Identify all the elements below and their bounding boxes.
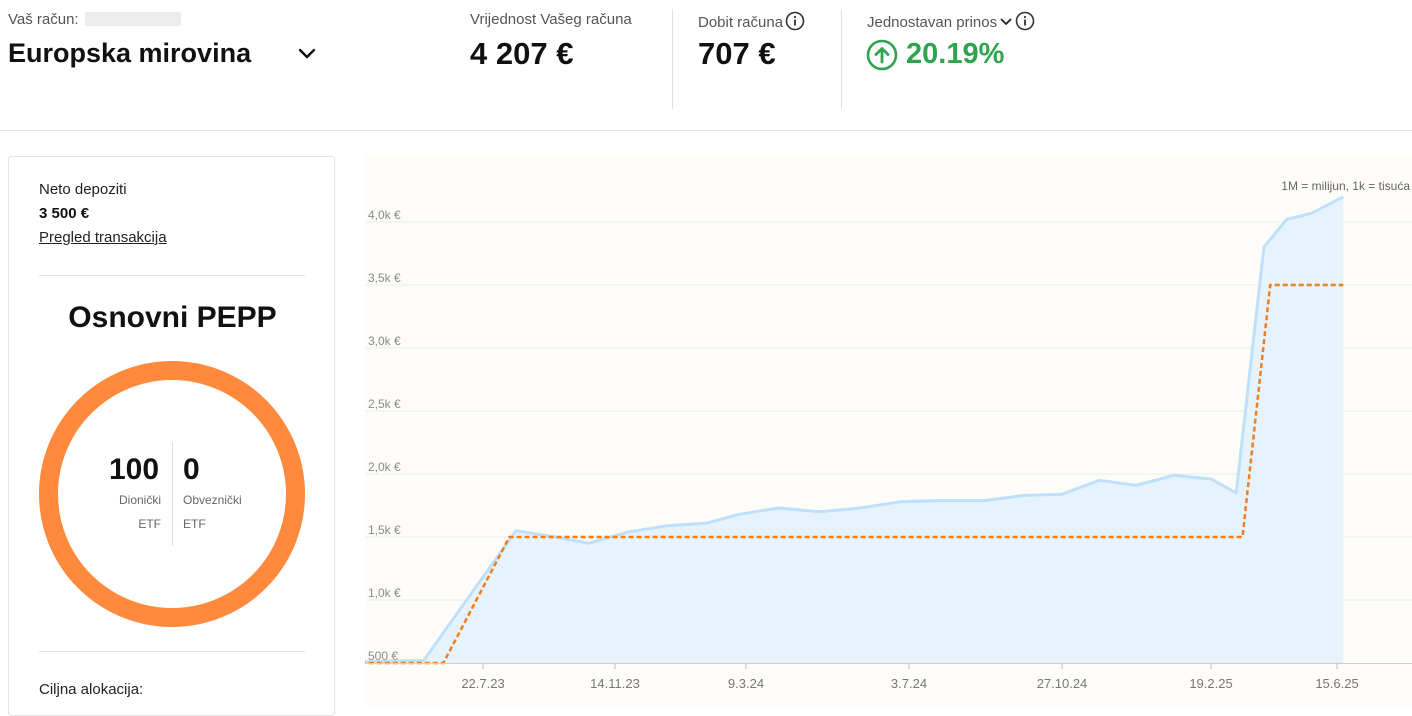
header-divider: [841, 9, 842, 109]
allocation-donut: [39, 361, 305, 627]
allocation-separator: [172, 442, 173, 546]
net-deposits-label: Neto depoziti: [39, 181, 127, 198]
allocation-equity-label-line1: Dionički: [118, 493, 161, 507]
account-profit-label: Dobit računa: [698, 14, 784, 31]
allocation-bond-value: 0: [183, 453, 200, 486]
transactions-link[interactable]: Pregled transakcija: [39, 229, 167, 246]
info-icon[interactable]: [785, 11, 805, 31]
return-value-row: 20.19%: [866, 38, 1004, 71]
y-tick-label: 3,5k €: [368, 271, 401, 285]
y-tick-label: 500 €: [368, 649, 398, 663]
x-tick-label: 14.11.23: [590, 676, 640, 691]
x-tick-label: 9.3.24: [728, 676, 764, 691]
return-label: Jednostavan prinos: [867, 14, 998, 31]
return-value: 20.19%: [906, 38, 1005, 70]
return-type-select[interactable]: Jednostavan prinos: [867, 14, 1013, 31]
account-label: Vaš račun:: [8, 11, 79, 28]
chart-canvas: 500 € 1,0k € 1,5k € 2,0k € 2,5k € 3,0k € 3,5k …: [365, 155, 1412, 706]
x-tick-label: 15.6.25: [1315, 676, 1358, 691]
y-tick-label: 3,0k €: [368, 334, 401, 348]
allocation-equity-label: Dionički ETF: [113, 488, 161, 536]
y-tick-label: 2,5k €: [368, 397, 401, 411]
allocation-bond-label-line1: Obveznički: [183, 493, 242, 507]
info-icon[interactable]: [1015, 11, 1035, 31]
account-value-label: Vrijednost Vašeg računa: [470, 11, 632, 28]
account-value: 4 207 €: [470, 36, 574, 71]
target-allocation-label: Ciljna alokacija:: [39, 681, 144, 698]
divider: [39, 275, 305, 276]
plan-title: Osnovni PEPP: [68, 301, 277, 334]
allocation-bond-label: Obveznički ETF: [183, 488, 242, 536]
x-tick-label: 27.10.24: [1037, 676, 1088, 691]
header-divider: [672, 9, 673, 109]
account-header: Vaš račun: Europska mirovina Vrijednost …: [0, 0, 1412, 131]
y-tick-label: 1,5k €: [368, 523, 401, 537]
account-profit: 707 €: [698, 36, 776, 71]
y-tick-label: 4,0k €: [368, 208, 401, 222]
allocation-equity-value: 100: [109, 453, 160, 486]
net-deposits-value: 3 500 €: [39, 205, 90, 222]
area-line: [365, 195, 1344, 664]
area-fill: [365, 196, 1344, 663]
x-tick-label: 3.7.24: [891, 676, 927, 691]
plan-card: Neto depoziti 3 500 € Pregled transakcij…: [8, 156, 335, 716]
arrow-up-circle-icon: [866, 39, 898, 70]
account-name: Europska mirovina: [8, 38, 252, 68]
scale-note: 1M = milijun, 1k = tisuća: [1281, 179, 1410, 193]
chevron-down-icon[interactable]: [999, 15, 1013, 29]
account-label-row: Vaš račun:: [8, 11, 181, 28]
y-tick-label: 1,0k €: [368, 586, 401, 600]
y-tick-label: 2,0k €: [368, 460, 401, 474]
divider: [39, 651, 305, 652]
allocation-equity-label-line2: ETF: [138, 517, 161, 531]
x-tick-label: 22.7.23: [461, 676, 504, 691]
account-profit-label-row: Dobit računa: [698, 11, 805, 31]
return-label-row: Jednostavan prinos: [867, 11, 1035, 31]
portfolio-chart: 500 € 1,0k € 1,5k € 2,0k € 2,5k € 3,0k € 3,5k …: [365, 155, 1412, 706]
account-number-masked: [84, 12, 181, 26]
chevron-down-icon[interactable]: [296, 44, 318, 64]
x-tick-label: 19.2.25: [1189, 676, 1232, 691]
allocation-bond-label-line2: ETF: [183, 517, 206, 531]
